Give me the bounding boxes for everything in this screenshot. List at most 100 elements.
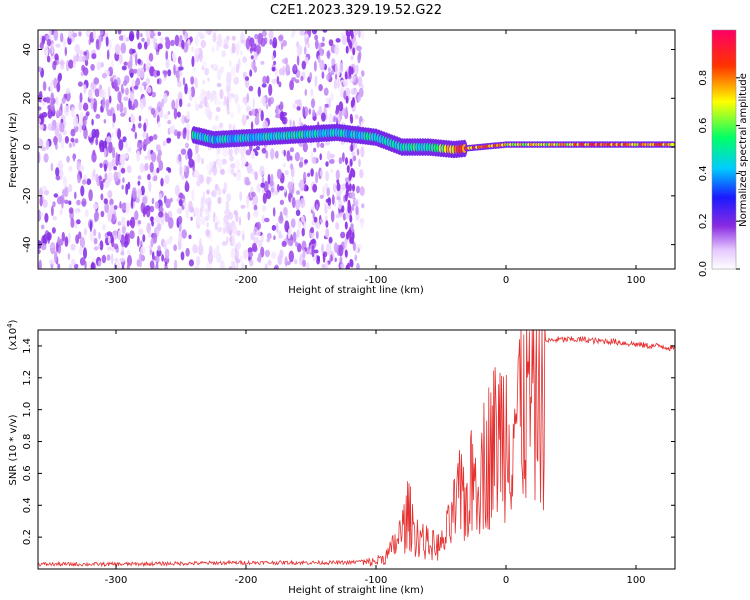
spectrogram-noise-cell — [280, 110, 285, 122]
spectrogram-noise-cell — [192, 244, 198, 254]
spectrogram-noise-cell — [107, 246, 112, 251]
spectrogram-noise-cell — [343, 77, 348, 88]
spectrogram-noise-cell — [216, 82, 222, 88]
spectrogram-noise-cell — [206, 262, 210, 269]
spectrogram-noise-cell — [295, 79, 300, 84]
spectrogram-noise-cell — [313, 147, 317, 153]
spectrogram-noise-cell — [268, 83, 273, 96]
spectrogram-noise-cell — [119, 257, 125, 263]
spectrogram-noise-cell — [275, 105, 279, 116]
spectrogram-noise-cell — [271, 224, 277, 231]
spectrogram-noise-cell — [308, 108, 312, 115]
spectrogram-noise-cell — [294, 258, 298, 265]
spectrogram-noise-cell — [344, 71, 348, 80]
spectrogram-noise-cell — [156, 101, 162, 112]
spectrogram-noise-cell — [278, 68, 284, 76]
spectrogram-noise-cell — [289, 79, 294, 91]
spectrogram-noise-cell — [142, 234, 146, 243]
spectrogram-noise-cell — [313, 249, 319, 254]
spectrogram-noise-cell — [261, 30, 267, 37]
spectrogram-noise-cell — [155, 51, 160, 56]
spectrogram-noise-cell — [187, 148, 193, 160]
spectrogram-noise-cell — [303, 220, 307, 231]
spectrogram-noise-cell — [311, 156, 317, 164]
spectrogram-noise-cell — [352, 155, 357, 162]
spectrogram-noise-cell — [279, 199, 284, 205]
spectrogram-noise-cell — [312, 183, 318, 193]
spectrogram-y-tick-label: -40 — [22, 236, 33, 252]
spectrogram-noise-cell — [167, 69, 172, 77]
spectrogram-noise-cell — [331, 64, 335, 70]
spectrogram-noise-cell — [165, 198, 171, 209]
spectrogram-noise-cell — [212, 30, 218, 33]
spectrogram-noise-cell — [163, 92, 168, 104]
spectrogram-noise-cell — [38, 151, 41, 163]
spectrogram-noise-cell — [228, 265, 233, 269]
spectrogram-noise-cell — [214, 216, 218, 221]
spectrogram-noise-cell — [319, 59, 325, 71]
spectrogram-noise-cell — [246, 115, 249, 120]
spectrogram-noise-cell — [280, 42, 284, 50]
spectrogram-noise-cell — [54, 53, 59, 61]
spectrogram-noise-cell — [330, 69, 335, 76]
spectrogram-noise-cell — [240, 204, 246, 209]
spectrogram-noise-cell — [130, 197, 134, 209]
spectrogram-noise-cell — [144, 162, 149, 171]
spectrogram-noise-cell — [188, 200, 193, 213]
spectrogram-noise-cell — [113, 171, 119, 183]
spectrogram-noise-cell — [348, 172, 352, 181]
spectrogram-noise-cell — [184, 83, 188, 95]
spectrogram-noise-cell — [114, 43, 121, 55]
spectrogram-noise-cell — [357, 52, 361, 64]
spectrogram-noise-cell — [88, 90, 93, 100]
spectrogram-noise-cell — [296, 190, 300, 196]
spectrogram-noise-cell — [322, 253, 326, 263]
spectrogram-noise-cell — [350, 223, 354, 230]
spectrogram-noise-cell — [173, 64, 176, 76]
spectrogram-noise-cell — [219, 122, 224, 128]
spectrogram-noise-cell — [319, 48, 324, 57]
spectrogram-noise-cell — [169, 125, 175, 135]
spectrogram-noise-cell — [51, 205, 54, 217]
spectrogram-x-label: Height of straight line (km) — [288, 285, 424, 296]
spectrogram-noise-cell — [178, 221, 182, 233]
spectrogram-noise-cell — [132, 49, 136, 54]
spectrogram-noise-cell — [107, 86, 111, 98]
spectrogram-noise-cell — [186, 102, 192, 108]
spectrogram-noise-cell — [181, 229, 187, 239]
snr-y-tick-label: 0.6 — [22, 465, 33, 481]
spectrogram-noise-cell — [182, 201, 187, 208]
spectrogram-noise-cell — [233, 209, 238, 216]
spectrogram-noise-cell — [59, 195, 65, 204]
spectrogram-noise-cell — [130, 127, 136, 132]
spectrogram-noise-cell — [269, 180, 274, 187]
spectrogram-noise-cell — [120, 42, 127, 54]
spectrogram-noise-cell — [314, 60, 317, 72]
spectrogram-noise-cell — [55, 96, 59, 106]
spectrogram-noise-cell — [306, 262, 310, 269]
spectrogram-noise-cell — [62, 176, 68, 188]
snr-y-tick-label: 0.4 — [22, 497, 33, 513]
spectrogram-noise-cell — [76, 219, 81, 225]
spectrogram-noise-cell — [207, 110, 213, 121]
spectrogram-noise-cell — [42, 81, 47, 92]
spectrogram-noise-cell — [284, 57, 288, 65]
spectrogram-noise-cell — [107, 190, 113, 199]
spectrogram-noise-cell — [206, 176, 211, 185]
spectrogram-noise-cell — [134, 131, 137, 140]
spectrogram-noise-cell — [311, 98, 315, 109]
spectrogram-noise-cell — [127, 60, 133, 70]
spectrogram-noise-cell — [44, 212, 49, 223]
spectrogram-noise-cell — [278, 35, 284, 41]
spectrogram-noise-cell — [229, 222, 233, 231]
spectrogram-noise-cell — [241, 262, 245, 269]
spectrogram-noise-cell — [274, 190, 279, 196]
spectrogram-noise-cell — [299, 156, 304, 162]
spectrogram-noise-cell — [100, 62, 104, 68]
spectrogram-noise-cell — [64, 186, 69, 198]
spectrogram-noise-cell — [84, 120, 87, 126]
spectrogram-noise-cell — [176, 111, 181, 118]
spectrogram-noise-cell — [146, 56, 149, 68]
spectrogram-noise-cell — [137, 42, 142, 50]
spectrogram-noise-cell — [148, 231, 152, 238]
